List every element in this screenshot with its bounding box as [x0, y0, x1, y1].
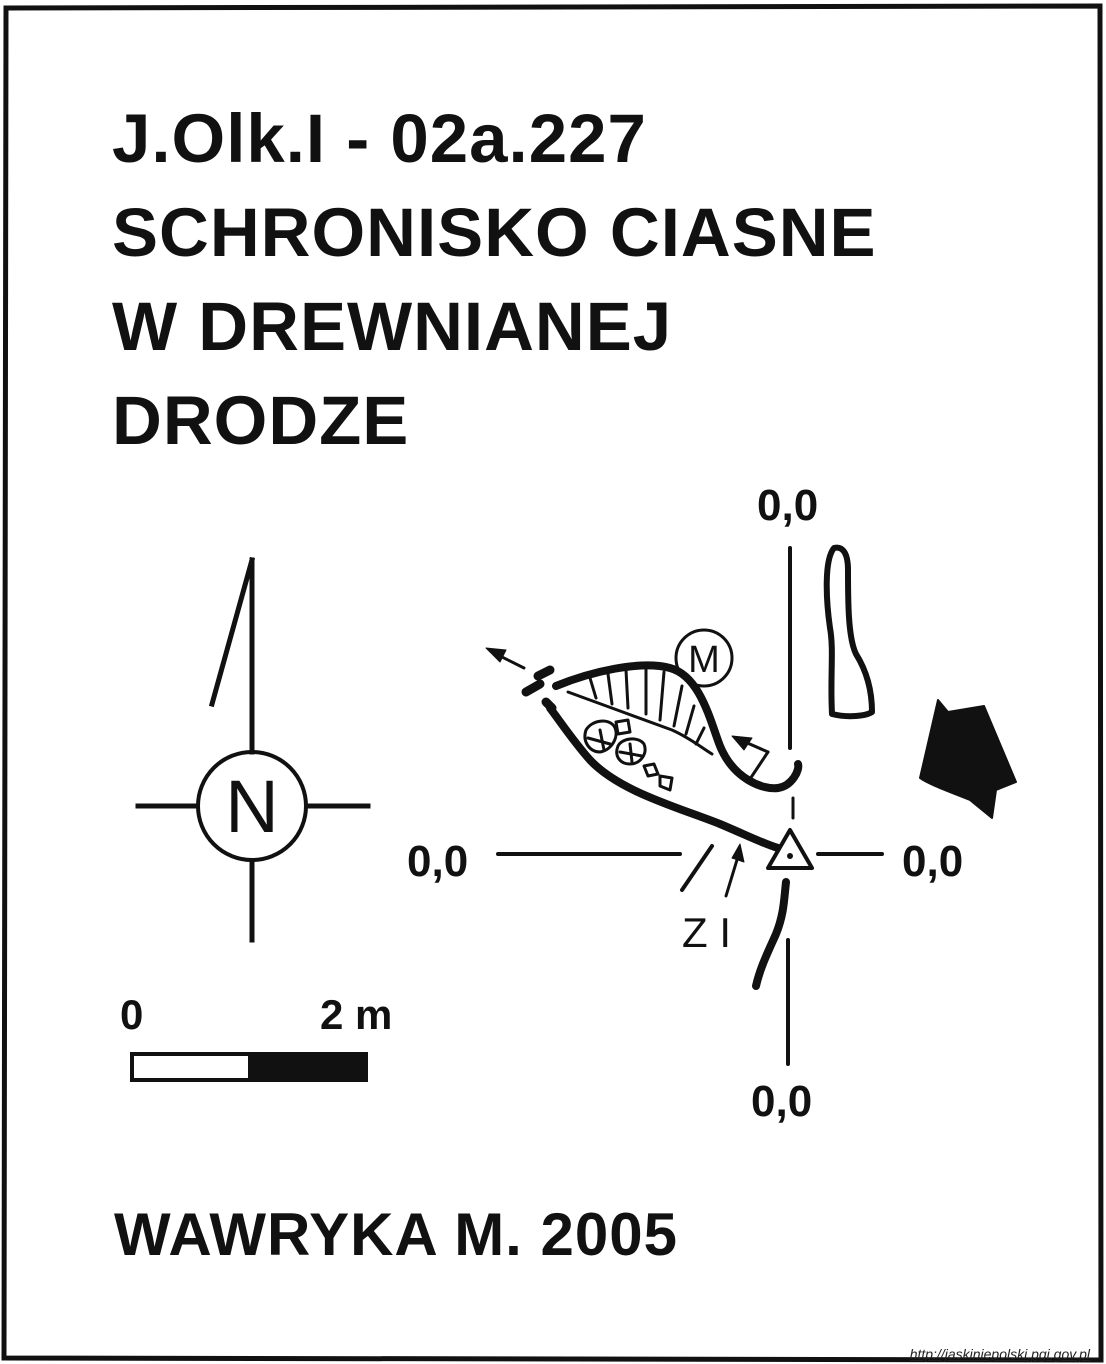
cave-code: J.Olk.I - 02a.227 [112, 100, 647, 177]
map-author: WAWRYKA M. 2005 [114, 1201, 678, 1268]
compass-rose-icon: N [135, 556, 371, 943]
cave-name-line-2: W DREWNIANEJ [112, 288, 673, 365]
scale-end-label: 2 m [320, 991, 393, 1038]
source-link[interactable]: http://jaskiniepolski.pgi.gov.pl [909, 1346, 1090, 1362]
rock-outline [823, 544, 875, 720]
ledge-hachures [588, 666, 706, 746]
moonmilk-circle-icon [674, 628, 734, 688]
datum-label-left: 0,0 [407, 837, 469, 886]
datum-label-top: 0,0 [757, 481, 819, 530]
moonmilk-label: M [688, 639, 720, 681]
cave-name-line-1: SCHRONISKO CIASNE [112, 194, 877, 271]
section-label: Z I [682, 909, 731, 956]
cave-wall-upper [552, 661, 803, 793]
compass-letter: N [225, 765, 278, 848]
datum-label-right: 0,0 [902, 837, 964, 886]
section-line [680, 844, 714, 892]
cave-name-line-3: DRODZE [112, 382, 410, 459]
continuation-arrow-icon [485, 647, 526, 670]
lower-passage-wall [752, 878, 790, 990]
boulders [583, 718, 674, 792]
datum-label-bottom: 0,0 [751, 1077, 813, 1126]
cave-wall-lower [546, 704, 782, 852]
passage-arrow-icon [731, 735, 770, 784]
fixed-point-triangle-icon [766, 828, 814, 870]
entrance-arrow-icon [919, 699, 1017, 819]
cave-plan: M [485, 544, 1017, 1066]
passage-continuation [521, 679, 545, 697]
ledge-line [566, 690, 714, 756]
north-arrow-icon [208, 556, 256, 755]
map-title: J.Olk.I - 02a.227 SCHRONISKO CIASNE W DR… [112, 92, 877, 468]
scale-bar [130, 1052, 368, 1082]
scale-start-label: 0 [120, 991, 144, 1038]
